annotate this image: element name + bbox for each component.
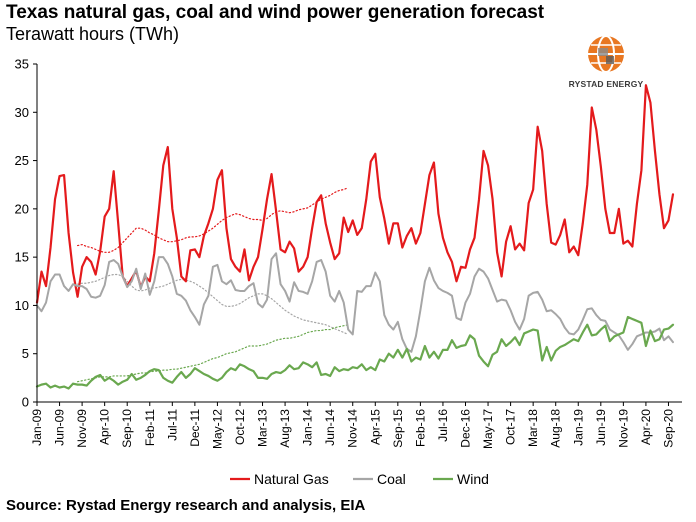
y-tick-label: 5 xyxy=(22,346,29,361)
wind-series-line xyxy=(35,315,675,390)
logo-text: RYSTAD ENERGY xyxy=(568,79,644,89)
coal-trend-line xyxy=(76,273,349,335)
x-tick-label: Jul-16 xyxy=(436,409,450,442)
legend-label-wind: Wind xyxy=(457,471,489,487)
legend-label-coal: Coal xyxy=(377,471,406,487)
x-tick-label: Jan-09 xyxy=(30,409,44,446)
x-tick-label: Jun-14 xyxy=(323,409,337,446)
x-tick-label: Nov-09 xyxy=(75,409,89,448)
coal-series-line xyxy=(36,252,674,353)
x-tick-label: Nov-19 xyxy=(616,409,630,448)
x-tick-label: Feb-16 xyxy=(413,409,427,447)
x-tick-label: Aug-13 xyxy=(278,409,292,448)
x-tick-label: Mar-18 xyxy=(526,409,540,447)
y-tick-label: 15 xyxy=(15,250,29,265)
y-tick-label: 10 xyxy=(15,298,29,313)
x-tick-label: Mar-13 xyxy=(256,409,270,447)
y-tick-label: 25 xyxy=(15,153,29,168)
natural-gas-series-line xyxy=(35,84,675,304)
x-tick-label: Apr-15 xyxy=(368,409,382,445)
source-note: Source: Rystad Energy research and analy… xyxy=(6,497,366,514)
x-tick-label: Apr-20 xyxy=(639,409,653,445)
y-tick-label: 30 xyxy=(15,105,29,120)
x-tick-label: Jan-14 xyxy=(301,409,315,446)
wind-trend-line xyxy=(76,324,349,383)
x-tick-label: May-12 xyxy=(210,409,224,449)
x-tick-label: Jun-09 xyxy=(53,409,67,446)
x-tick-label: Dec-11 xyxy=(188,409,202,447)
x-tick-label: Oct-12 xyxy=(233,409,247,445)
x-tick-label: Sep-10 xyxy=(120,409,134,448)
x-tick-label: Apr-10 xyxy=(98,409,112,445)
x-tick-label: Aug-18 xyxy=(549,409,563,448)
y-tick-label: 35 xyxy=(15,57,29,72)
y-tick-label: 20 xyxy=(15,201,29,216)
y-tick-label: 0 xyxy=(22,395,29,410)
x-tick-label: Feb-11 xyxy=(143,409,157,446)
x-tick-label: Nov-14 xyxy=(346,409,360,448)
x-tick-label: Jan-19 xyxy=(571,409,585,446)
x-tick-label: Jun-19 xyxy=(594,409,608,446)
rystad-energy-logo-icon xyxy=(588,35,624,73)
legend-label-natural-gas: Natural Gas xyxy=(254,471,329,487)
x-tick-label: May-17 xyxy=(481,409,495,449)
natural-gas-trend-line xyxy=(76,187,349,253)
chart-subtitle: Terawatt hours (TWh) xyxy=(6,24,180,44)
x-tick-label: Sep-15 xyxy=(391,409,405,448)
x-tick-label: Jul-11 xyxy=(165,409,179,441)
x-tick-label: Sep-20 xyxy=(661,409,675,448)
x-tick-label: Dec-16 xyxy=(458,409,472,448)
chart-title: Texas natural gas, coal and wind power g… xyxy=(6,2,545,23)
x-tick-label: Oct-17 xyxy=(504,409,518,445)
